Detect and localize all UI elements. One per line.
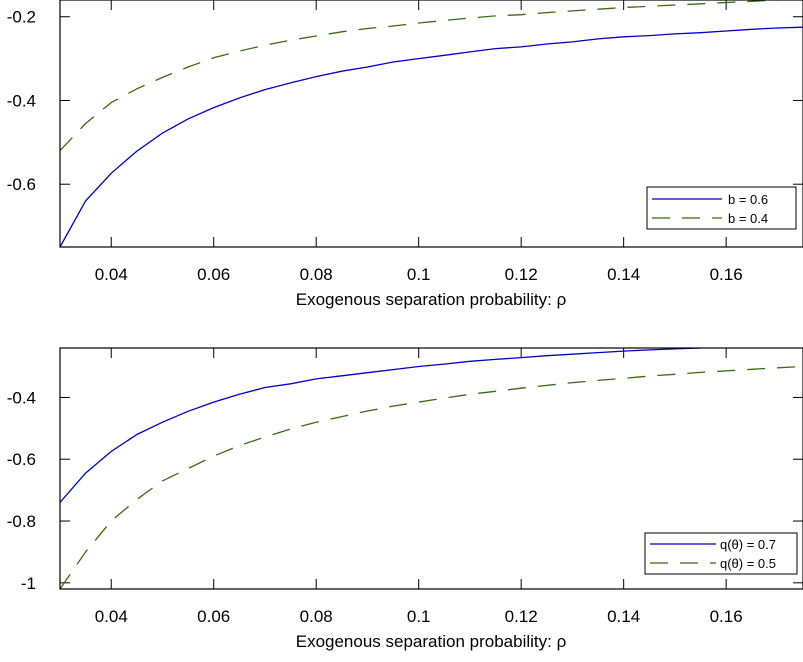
bottom-chart-ticks (60, 348, 803, 589)
x-tick-label: 0.14 (607, 607, 640, 626)
top-chart: 0.04 0.06 0.08 0.1 0.12 0.14 0.16-0.6-0.4-0.2 … (7, 0, 803, 309)
x-tick-label: 0.12 (505, 607, 538, 626)
series-line-0 (60, 348, 715, 503)
bottom-chart-legend-box (644, 532, 798, 575)
legend-label-q-0.5: q(θ) = 0.5 (720, 556, 776, 571)
top-chart-tick-labels: 0.04 0.06 0.08 0.1 0.12 0.14 0.16 -0.6 -0.4 -0.2 (7, 8, 743, 284)
y-tick-label: -0.6 (7, 175, 36, 194)
y-tick-label: -0.8 (7, 512, 36, 531)
bottom-chart-tick-labels: 0.04 0.06 0.08 0.1 0.12 0.14 0.16 -1 -0.8 -0.6 -0.… (7, 388, 743, 626)
bottom-chart: 0.04 0.06 0.08 0.1 0.12 0.14 0.16 -1 -0.8 -0.6 -0.… (7, 347, 803, 651)
x-tick-label: 0.04 (95, 607, 128, 626)
legend-label-b-0.6: b = 0.6 (728, 192, 768, 207)
y-tick-label: -0.6 (7, 450, 36, 469)
series-line-1 (60, 0, 799, 152)
legend-label-q-0.7: q(θ) = 0.7 (720, 537, 776, 552)
legend-label-b-0.4: b = 0.4 (728, 211, 768, 226)
bottom-chart-legend: q(θ) = 0.7 q(θ) = 0.5 (644, 532, 798, 575)
top-chart-x-axis-title: Exogenous separation probability: ρ (296, 290, 567, 309)
x-tick-label: 0.14 (607, 265, 640, 284)
y-tick-label: -0.4 (7, 91, 36, 110)
y-tick-label: -1 (21, 574, 36, 593)
top-chart-series (60, 0, 803, 247)
series-line-1 (60, 365, 803, 589)
top-chart-frame (59, 0, 803, 248)
top-chart-legend-box (646, 186, 797, 230)
top-chart-legend: b = 0.6 b = 0.4 (646, 186, 797, 230)
bottom-chart-series (60, 348, 803, 589)
x-tick-label: 0.12 (505, 265, 538, 284)
x-tick-label: 0.16 (710, 265, 743, 284)
x-tick-label: 0.1 (407, 265, 431, 284)
x-tick-label: 0.04 (95, 265, 128, 284)
x-tick-label: 0.06 (197, 265, 230, 284)
y-tick-label: -0.2 (7, 8, 36, 27)
x-tick-label: 0.16 (710, 607, 743, 626)
bottom-chart-x-axis-title: Exogenous separation probability: ρ (296, 632, 567, 651)
bottom-chart-frame (59, 347, 803, 590)
x-tick-label: 0.08 (300, 607, 333, 626)
x-tick-label: 0.1 (407, 607, 431, 626)
y-tick-label: -0.4 (7, 388, 36, 407)
top-chart-ticks (60, 0, 803, 247)
x-tick-label: 0.08 (300, 265, 333, 284)
x-tick-label: 0.06 (197, 607, 230, 626)
series-line-0 (60, 26, 803, 247)
